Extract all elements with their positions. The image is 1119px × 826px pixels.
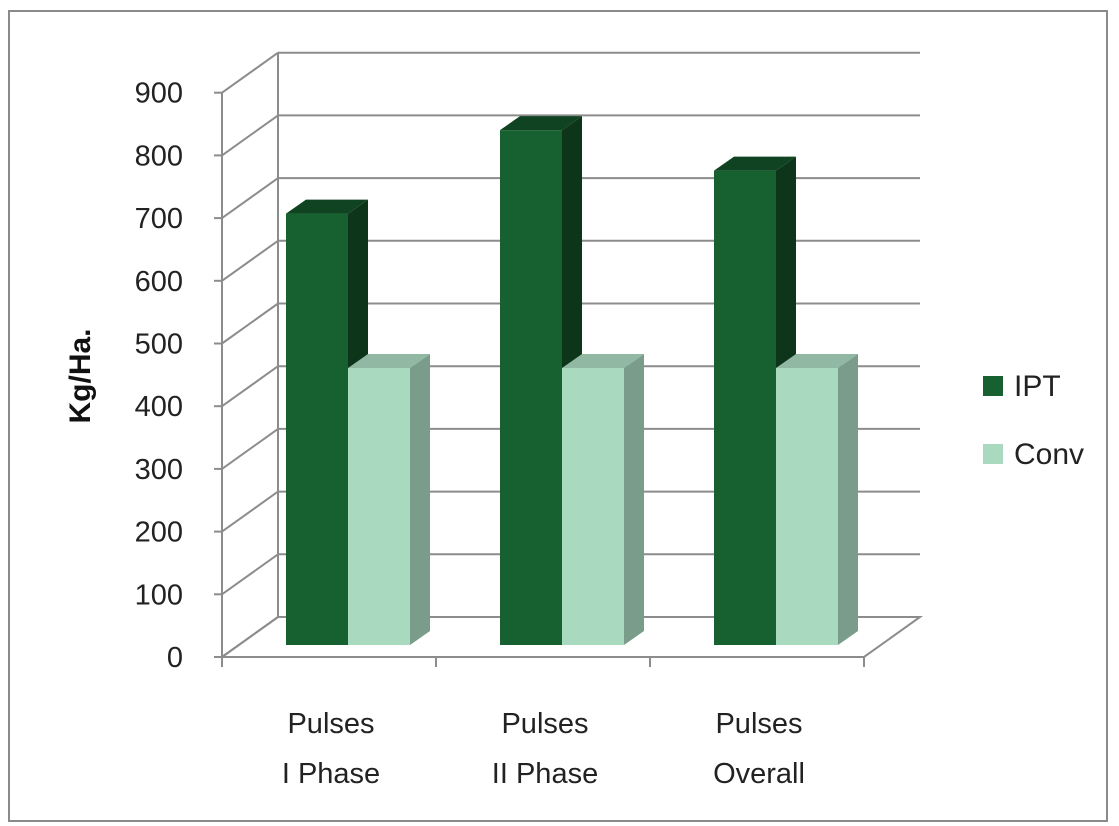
bar-top: [562, 353, 644, 368]
y-tick-label: 300: [135, 454, 183, 486]
bar-top: [500, 116, 582, 131]
category-label: Overall: [713, 758, 805, 790]
y-tick-label: 200: [135, 517, 183, 549]
category-label: II Phase: [492, 758, 598, 790]
gridline-side: [221, 302, 279, 345]
category-label: Pulses: [715, 708, 802, 740]
category-label: I Phase: [282, 758, 380, 790]
bar-conv-1: [562, 353, 644, 645]
bar-side: [838, 353, 858, 645]
gridline-side: [221, 114, 279, 157]
legend-swatch-conv: [983, 444, 1003, 464]
gridline-side: [221, 553, 279, 596]
side-wall: [222, 52, 278, 657]
gridline-side: [221, 51, 279, 94]
y-tick-label: 500: [135, 329, 183, 361]
gridline-side: [221, 428, 279, 470]
legend-label-ipt: IPT: [1014, 370, 1061, 403]
y-tick-label: 0: [167, 642, 183, 674]
bar-front: [562, 367, 624, 645]
bar-conv-2: [776, 353, 858, 645]
bar-top: [286, 199, 368, 214]
bar-side: [410, 353, 430, 645]
y-tick-label: 900: [135, 78, 183, 110]
bar-top: [348, 353, 430, 368]
y-tick-label: 600: [135, 266, 183, 298]
axes: [214, 91, 865, 667]
legend-label-conv: Conv: [1014, 438, 1084, 471]
bar-front: [500, 130, 562, 646]
y-tick-label: 800: [135, 140, 183, 172]
bar-front: [776, 367, 838, 645]
y-tick-label: 700: [135, 203, 183, 235]
y-axis-label: Kg/Ha.: [64, 328, 97, 423]
bar-top: [776, 353, 858, 368]
category-label: Pulses: [287, 708, 374, 740]
bar-side: [624, 353, 644, 645]
gridline-side: [221, 616, 279, 658]
bar-front: [348, 367, 410, 645]
x-tick-labels: Pulses I Phase Pulses II Phase Pulses Overall: [282, 708, 805, 790]
bar-conv-0: [348, 353, 430, 645]
bar-top: [714, 156, 796, 171]
gridline-side: [221, 365, 279, 408]
legend-swatch-ipt: [983, 376, 1003, 396]
bars: [286, 116, 858, 646]
y-tick-label: 400: [135, 391, 183, 423]
gridline-side: [221, 239, 279, 282]
bar-front: [714, 170, 776, 645]
category-label: Pulses: [501, 708, 588, 740]
gridline-side: [221, 490, 279, 533]
legend: IPT Conv: [983, 370, 1084, 471]
bar-front: [286, 213, 348, 645]
y-tick-labels: 0 100 200 300 400 500 600 700 800 900: [135, 78, 183, 674]
gridline-side: [221, 177, 279, 219]
y-tick-label: 100: [135, 579, 183, 611]
